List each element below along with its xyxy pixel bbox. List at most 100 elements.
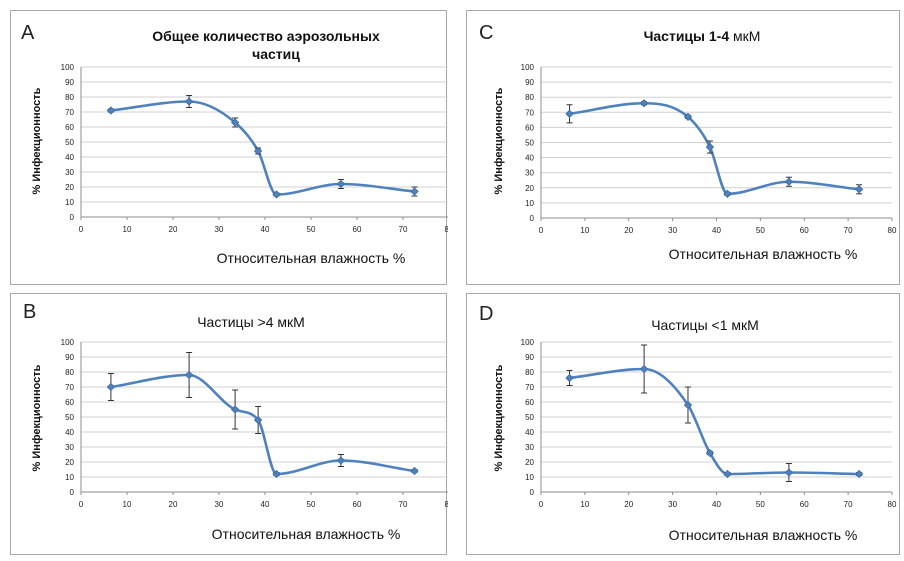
x-tick-label: 30 <box>215 500 224 509</box>
x-tick-label: 70 <box>399 500 408 509</box>
x-tick-label: 30 <box>668 226 677 235</box>
y-tick-label: 70 <box>65 383 74 392</box>
y-tick-label: 100 <box>521 63 535 72</box>
y-tick-label: 10 <box>525 199 534 208</box>
data-point <box>230 405 240 414</box>
x-axis-label: Относительная влажность % <box>669 527 858 543</box>
data-point <box>565 109 574 118</box>
x-axis-label: Относительная влажность % <box>669 246 858 262</box>
series-line <box>110 373 415 476</box>
y-tick-label: 20 <box>65 458 74 467</box>
x-tick-label: 40 <box>261 225 270 234</box>
x-tick-label: 80 <box>445 225 448 234</box>
data-point <box>106 106 116 115</box>
data-point <box>705 142 715 152</box>
x-tick-label: 20 <box>169 225 178 234</box>
panel-letter: D <box>479 303 493 325</box>
y-axis-label: % Инфекционность <box>493 87 505 194</box>
y-tick-label: 90 <box>525 353 534 362</box>
y-tick-label: 30 <box>525 443 534 452</box>
chart-c: C Частицы 1-4 мкМ 0 10 20 30 40 50 60 70 80 90 100 0 1… <box>479 22 897 262</box>
y-tick-label: 10 <box>65 198 74 207</box>
y-tick-label: 100 <box>521 338 535 347</box>
x-tick-label: 40 <box>261 500 270 509</box>
data-point <box>854 469 864 479</box>
x-tick-label: 50 <box>307 225 316 234</box>
y-tick-label: 90 <box>525 78 534 87</box>
x-axis-label: Относительная влажность % <box>212 526 401 542</box>
panel-d: D Частицы <1 мкМ 0 10 20 30 40 50 60 70 80 90 100 0 10… <box>466 293 900 555</box>
series-line <box>569 367 860 476</box>
x-tick-label: 0 <box>539 500 544 509</box>
x-tick-label: 30 <box>668 500 677 509</box>
y-tick-label: 60 <box>65 398 74 407</box>
y-tick-label: 90 <box>65 78 74 87</box>
panel-letter: C <box>479 22 493 44</box>
data-point <box>336 456 346 465</box>
data-point <box>253 415 263 425</box>
y-tick-label: 90 <box>65 353 74 362</box>
y-tick-label: 50 <box>65 413 74 422</box>
x-tick-label: 50 <box>756 500 765 509</box>
panel-b: B Частицы >4 мкМ 0 10 20 30 40 50 60 70 80 90 100 0 10… <box>10 293 454 555</box>
y-tick-label: 60 <box>65 123 74 132</box>
data-point <box>272 190 281 199</box>
x-tick-label: 30 <box>215 225 224 234</box>
data-point <box>336 179 346 189</box>
y-tick-label: 50 <box>65 138 74 147</box>
y-tick-label: 40 <box>525 154 534 163</box>
x-tick-label: 70 <box>844 500 853 509</box>
x-tick-label: 60 <box>353 500 362 509</box>
x-tick-label: 70 <box>399 225 408 234</box>
y-axis-label: % Инфекционность <box>493 364 505 471</box>
chart-title: Частицы >4 мкМ <box>197 314 305 330</box>
data-point <box>272 469 281 479</box>
x-tick-label: 20 <box>624 500 633 509</box>
chart-title-line-2: частиц <box>252 46 300 62</box>
x-tick-label: 50 <box>307 500 316 509</box>
x-axis-label: Относительная влажность % <box>217 250 406 266</box>
data-point <box>639 364 649 374</box>
chart-b: B Частицы >4 мкМ 0 10 20 30 40 50 60 70 80 90 100 0 10… <box>23 301 454 542</box>
data-point <box>784 468 794 477</box>
y-tick-label: 40 <box>65 153 74 162</box>
x-tick-label: 10 <box>580 226 589 235</box>
y-tick-label: 30 <box>525 169 534 178</box>
chart-title: Общее количество аэрозольных <box>152 28 380 44</box>
x-tick-label: 60 <box>800 500 809 509</box>
chart-title: Частицы 1-4 мкМ <box>644 28 761 44</box>
data-point <box>565 373 574 383</box>
x-tick-label: 20 <box>169 500 178 509</box>
data-point <box>184 370 194 380</box>
y-tick-label: 40 <box>65 428 74 437</box>
data-point <box>410 187 419 196</box>
y-tick-label: 70 <box>525 108 534 117</box>
x-tick-label: 40 <box>712 500 721 509</box>
y-tick-label: 50 <box>525 413 534 422</box>
data-point <box>723 469 732 479</box>
data-point <box>683 400 693 410</box>
x-tick-label: 60 <box>353 225 362 234</box>
panel-a: A Общее количество аэрозольных частиц 0 10 20… <box>10 10 454 285</box>
y-tick-label: 60 <box>525 123 534 132</box>
series-line <box>569 101 860 196</box>
y-tick-label: 0 <box>70 488 75 497</box>
y-tick-label: 0 <box>530 214 535 223</box>
y-tick-label: 10 <box>525 473 534 482</box>
data-point <box>854 185 864 194</box>
y-tick-label: 0 <box>70 213 75 222</box>
y-tick-label: 100 <box>61 63 75 72</box>
y-tick-label: 80 <box>525 368 534 377</box>
y-axis-label: % Инфекционность <box>31 87 43 194</box>
data-point <box>683 112 693 121</box>
x-tick-label: 80 <box>888 226 897 235</box>
y-tick-label: 20 <box>525 184 534 193</box>
y-tick-label: 10 <box>65 473 74 482</box>
x-tick-label: 40 <box>712 226 721 235</box>
x-tick-label: 70 <box>844 226 853 235</box>
series-line <box>110 100 415 196</box>
x-tick-label: 10 <box>123 225 132 234</box>
y-tick-label: 60 <box>525 398 534 407</box>
x-tick-label: 0 <box>79 225 84 234</box>
x-tick-label: 80 <box>445 500 448 509</box>
